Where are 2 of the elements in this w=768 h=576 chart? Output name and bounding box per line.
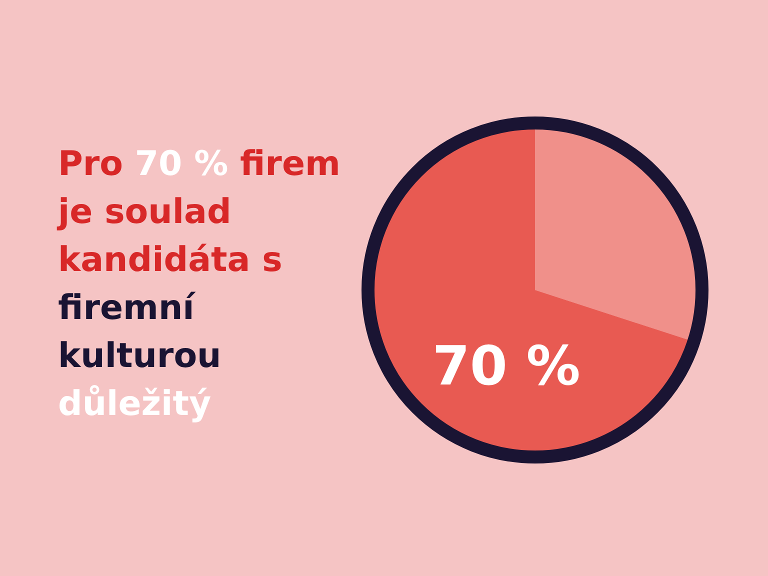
chart-title: Pro 70 % firem je soulad kandidáta s firemní kulturou důležitý (58, 144, 340, 424)
data-label: 70 % (432, 334, 580, 398)
